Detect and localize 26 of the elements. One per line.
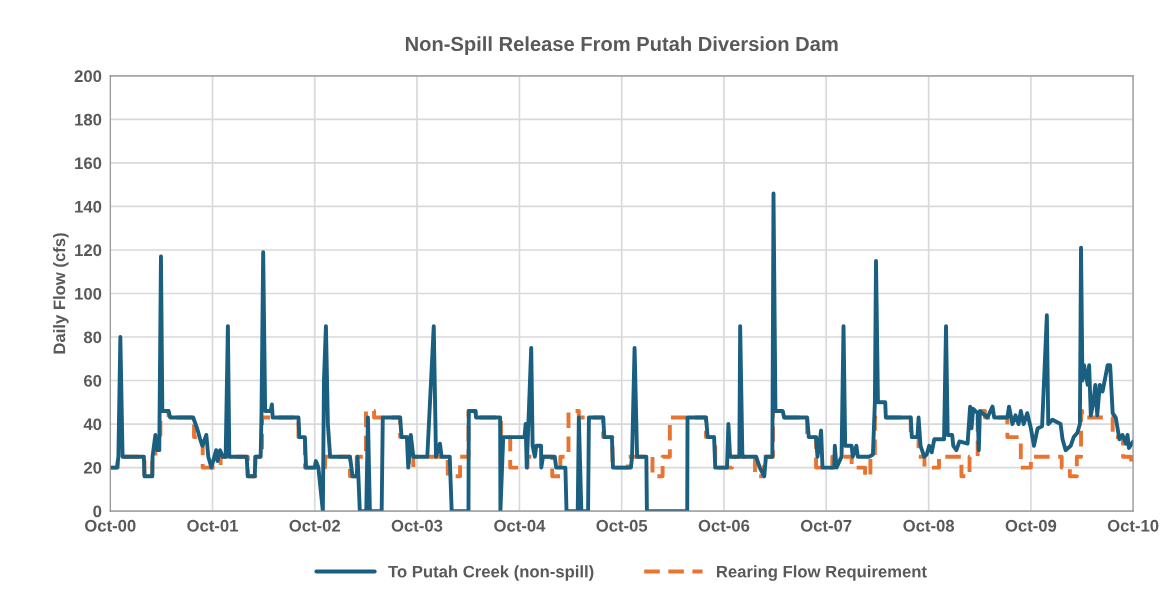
x-tick-label: Oct-08: [903, 519, 955, 532]
y-tick-label: 80: [83, 331, 102, 344]
y-tick-label: 20: [83, 461, 102, 474]
x-tick-label: Oct-04: [494, 519, 546, 532]
x-tick-label: Oct-10: [1107, 519, 1159, 532]
y-tick-label: 60: [84, 374, 102, 387]
y-tick-label: 140: [75, 200, 102, 213]
y-tick-label: 200: [74, 70, 102, 83]
x-tick-label: Oct-06: [698, 519, 750, 532]
x-tick-label: Oct-01: [187, 519, 238, 532]
x-tick-label: Oct-09: [1005, 519, 1057, 532]
legend-label: To Putah Creek (non-spill): [388, 565, 594, 581]
y-tick-label: 120: [75, 244, 102, 257]
chart-title: Non-Spill Release From Putah Diversion Dam: [405, 36, 838, 56]
x-tick-label: Oct-07: [800, 519, 852, 532]
y-tick-label: 180: [75, 113, 102, 126]
y-tick-label: 160: [75, 157, 102, 170]
y-tick-label: 0: [93, 505, 102, 518]
x-tick-label: Oct-03: [391, 519, 443, 532]
x-tick-label: Oct-00: [85, 519, 136, 532]
y-tick-label: 40: [83, 418, 102, 431]
y-axis-title: Daily Flow (cfs): [53, 233, 69, 354]
legend-label: Rearing Flow Requirement: [716, 565, 927, 581]
x-tick-label: Oct-02: [289, 519, 340, 532]
y-tick-label: 100: [75, 287, 102, 300]
x-tick-label: Oct-05: [596, 519, 648, 532]
